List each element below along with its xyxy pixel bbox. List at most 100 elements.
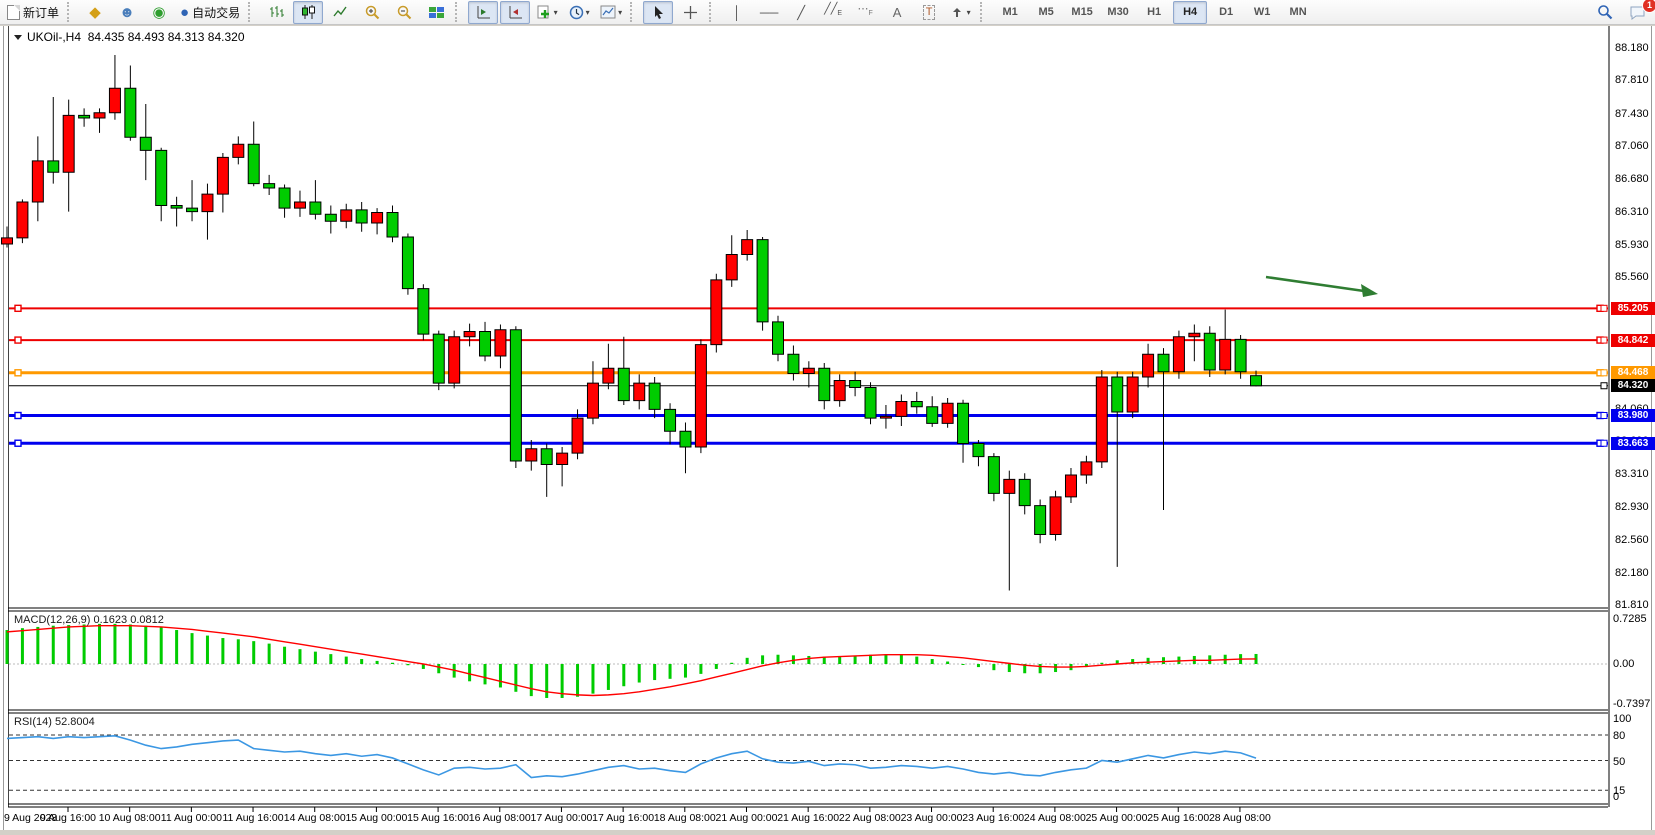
macd-axis-label: -0.7397	[1613, 698, 1651, 710]
clock-icon	[569, 5, 583, 19]
search-button[interactable]	[1590, 1, 1620, 24]
toolbar-separator	[455, 2, 464, 22]
line-handle[interactable]	[14, 411, 22, 420]
candle-body	[47, 160, 60, 173]
price-axis-label: 81.810	[1615, 599, 1649, 612]
candle-body	[371, 212, 384, 224]
candle-body	[571, 417, 584, 454]
candle-body	[232, 143, 245, 158]
candle-body	[1250, 375, 1263, 387]
timeframe-mn-button[interactable]: MN	[1289, 6, 1307, 18]
terminal-button[interactable]: ☻	[112, 1, 142, 24]
indicators-button[interactable]: ▾	[532, 1, 562, 24]
equidistant-channel-tool[interactable]: ╱╱E	[818, 1, 848, 24]
candle-body	[1234, 338, 1247, 373]
line-handle[interactable]	[14, 369, 22, 377]
new-order-button[interactable]: 新订单	[3, 1, 63, 24]
candle-body	[926, 406, 939, 424]
notifications-button[interactable]: 1	[1622, 0, 1655, 24]
bar-chart-button[interactable]	[261, 1, 291, 24]
time-axis-label: 23 Aug 16:00	[962, 812, 1025, 824]
zoom-out-button[interactable]	[389, 1, 419, 24]
candle-body	[1064, 474, 1077, 498]
candle-body	[972, 443, 985, 458]
trendline-tool[interactable]: ╱	[786, 1, 816, 24]
crosshair-button[interactable]	[675, 1, 705, 24]
macd-histogram-bar	[329, 654, 333, 664]
macd-histogram-bar	[313, 651, 317, 664]
text-label-tool[interactable]: T	[914, 1, 944, 24]
chart-collapse-icon[interactable]	[14, 35, 22, 41]
trend-arrow[interactable]	[1265, 275, 1365, 293]
timeframe-d1-button[interactable]: D1	[1219, 6, 1234, 18]
timeframe-m30-button[interactable]: M30	[1107, 6, 1129, 18]
macd-signal-line	[6, 625, 1257, 697]
line-handle[interactable]	[14, 304, 22, 313]
window-bottom-edge	[0, 830, 1655, 835]
line-handle[interactable]	[14, 439, 22, 447]
new-order-label: 新订单	[23, 5, 60, 20]
horizontal-line-tool[interactable]: ──	[754, 1, 784, 24]
macd-histogram-bar	[637, 664, 641, 683]
candle-body	[340, 209, 353, 222]
timeframe-m15-button[interactable]: M15	[1071, 6, 1093, 18]
fibonacci-tool[interactable]: ⋯F	[850, 1, 880, 24]
timeframe-h1-button[interactable]: H1	[1147, 6, 1162, 18]
macd-label: MACD(12,26,9) 0.1623 0.0812	[14, 614, 164, 626]
rsi-line	[6, 735, 1257, 779]
line-chart-button[interactable]	[325, 1, 355, 24]
periods-button[interactable]: ▾	[564, 1, 594, 24]
time-axis-label: 17 Aug 16:00	[592, 812, 655, 824]
macd-histogram-bar	[545, 664, 549, 698]
candlestick-chart-button[interactable]	[293, 0, 324, 24]
trend-arrow-head[interactable]	[1361, 284, 1378, 297]
macd-histogram-bar	[714, 664, 718, 669]
autotrading-button[interactable]: ● 自动交易	[176, 1, 244, 24]
zoom-in-button[interactable]	[357, 1, 387, 24]
macd-histogram-bar	[421, 664, 425, 669]
time-axis-label: 23 Aug 00:00	[900, 812, 963, 824]
line-chart-icon	[333, 6, 347, 17]
chart-shift-button[interactable]	[500, 0, 531, 24]
macd-histogram-bar	[514, 664, 518, 692]
cursor-button[interactable]	[643, 0, 674, 24]
macd-histogram-bar	[344, 656, 348, 664]
chevron-down-icon: ▾	[585, 7, 590, 17]
arrows-tool[interactable]: ▾	[946, 1, 976, 24]
timeframe-m5-button[interactable]: M5	[1038, 6, 1054, 18]
candle-body	[494, 329, 507, 357]
timeframe-w1-button[interactable]: W1	[1253, 6, 1271, 18]
macd-histogram-bar	[822, 656, 826, 664]
candle-body	[617, 367, 630, 402]
templates-button[interactable]: ▾	[596, 1, 626, 24]
timeframe-m1-button[interactable]: M1	[1002, 6, 1018, 18]
time-axis-label: 15 Aug 16:00	[407, 812, 470, 824]
auto-scroll-button[interactable]	[468, 0, 499, 24]
text-tool[interactable]: A	[882, 1, 912, 24]
vertical-line-tool[interactable]: │	[722, 1, 752, 24]
candle-body	[1188, 332, 1201, 338]
candlestick-chart-icon	[301, 5, 315, 19]
candle-body	[957, 402, 970, 444]
badge-handle	[1600, 382, 1608, 390]
candle-body	[1142, 353, 1155, 378]
timeframe-h4-button[interactable]: H4	[1173, 0, 1208, 24]
chart-canvas[interactable]	[0, 26, 1655, 830]
market-watch-button[interactable]: ◆	[80, 1, 110, 24]
badge-handle	[1600, 439, 1608, 447]
user-terminal-icon: ☻	[119, 3, 135, 21]
candle-body	[1126, 376, 1139, 413]
macd-histogram-bar	[683, 664, 687, 678]
signals-button[interactable]: ◉	[144, 1, 174, 24]
horizontal-line-icon: ──	[759, 4, 779, 20]
notification-badge: 1	[1642, 0, 1655, 13]
rsi-axis-label: 100	[1613, 713, 1632, 725]
line-handle[interactable]	[14, 336, 22, 344]
price-axis-label: 83.310	[1615, 468, 1649, 481]
new-order-icon	[7, 4, 20, 20]
price-axis-label: 82.180	[1615, 567, 1649, 579]
candle-body	[648, 382, 661, 410]
candle-body	[417, 288, 430, 335]
macd-histogram-bar	[730, 662, 734, 664]
tile-windows-button[interactable]	[421, 1, 451, 24]
